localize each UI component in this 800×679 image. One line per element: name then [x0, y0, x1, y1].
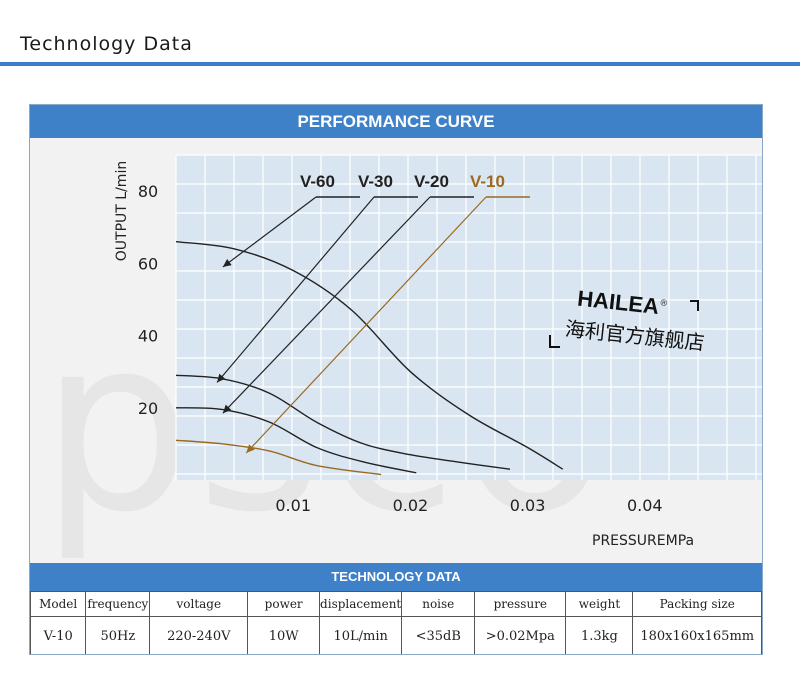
y-tick-label: 40	[138, 327, 158, 346]
spec-cell-packing-size: 180x160x165mm	[632, 616, 762, 654]
plot-area	[176, 155, 762, 480]
corner-mark	[549, 335, 560, 348]
x-axis-label: PRESSUREMPa	[592, 533, 694, 549]
spec-table: Model frequency voltage power displaceme…	[30, 591, 762, 654]
spec-cell-frequency: 50Hz	[85, 616, 151, 654]
spec-table-title: TECHNOLOGY DATA	[30, 563, 762, 591]
panel-title: PERFORMANCE CURVE	[30, 105, 762, 138]
corner-mark	[690, 300, 699, 311]
registered-mark: ®	[660, 297, 668, 308]
spec-header-cell: weight	[565, 591, 634, 617]
leader-line	[216, 196, 375, 383]
y-axis-label: OUTPUT L/min	[114, 161, 130, 261]
series-label-v-20: V-20	[414, 172, 449, 191]
y-tick-label: 80	[138, 182, 158, 201]
series-label-v-60: V-60	[300, 172, 335, 191]
series-label-v-10: V-10	[470, 172, 505, 191]
x-tick-label: 0.03	[510, 496, 546, 515]
leader-line	[245, 196, 487, 454]
y-tick-label: 60	[138, 254, 158, 273]
header-rule	[0, 62, 800, 66]
x-tick-label: 0.01	[275, 496, 311, 515]
arrow-head	[222, 404, 232, 414]
spec-header-cell: displacement	[319, 591, 403, 617]
arrow-head	[222, 258, 232, 267]
spec-header-cell: Packing size	[632, 591, 762, 617]
spec-cell-pressure: >0.02Mpa	[474, 616, 567, 654]
y-tick-label: 20	[138, 399, 158, 418]
spec-header-cell: voltage	[149, 591, 249, 617]
arrow-head	[246, 444, 255, 453]
spec-cell-power: 10W	[247, 616, 321, 654]
spec-header-cell: pressure	[474, 591, 567, 617]
performance-chart: 0.01 0.02 0.03 0.04 20 40 60 80 OUTPUT L/min PRES…	[114, 154, 762, 549]
performance-panel: psco PERFORMANCE CURVE 0.010.020.030.042…	[29, 104, 763, 655]
series-line-v-20	[175, 407, 417, 474]
spec-header-cell: Model	[30, 591, 87, 617]
spec-cell-displacement: 10L/min	[319, 616, 403, 654]
series-line-v-10	[175, 439, 382, 476]
page-title: Technology Data	[20, 33, 193, 55]
leader-line	[222, 196, 317, 268]
spec-header-cell: noise	[401, 591, 476, 617]
arrow-head	[217, 373, 226, 383]
spec-header-cell: frequency	[85, 591, 151, 617]
leader-line	[222, 196, 431, 414]
spec-cell-voltage: 220-240V	[149, 616, 249, 654]
x-tick-label: 0.02	[393, 496, 429, 515]
page-header: Technology Data	[0, 0, 800, 68]
spec-cell-noise: <35dB	[401, 616, 476, 654]
series-line-v-60	[175, 240, 564, 470]
series-label-v-30: V-30	[358, 172, 393, 191]
x-tick-label: 0.04	[627, 496, 663, 515]
spec-cell-weight: 1.3kg	[565, 616, 634, 654]
spec-cell-model: V-10	[30, 616, 87, 654]
series-line-v-30	[175, 374, 511, 470]
spec-data-row: V-10 50Hz 220-240V 10W 10L/min <35dB >0.…	[30, 616, 762, 654]
spec-header-row: Model frequency voltage power displaceme…	[30, 591, 762, 617]
spec-header-cell: power	[247, 591, 321, 617]
